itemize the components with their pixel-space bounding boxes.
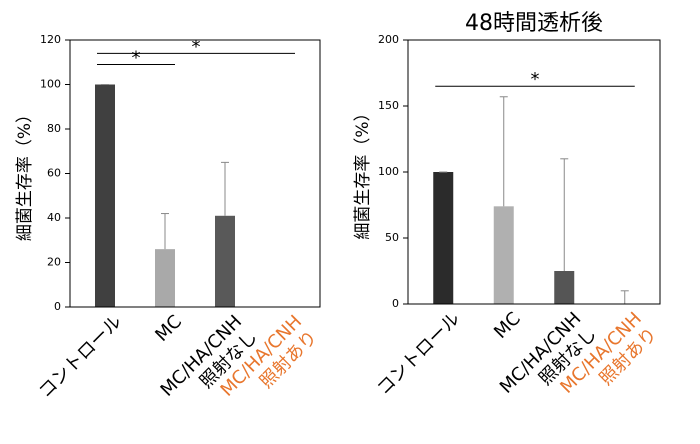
bar (493, 206, 514, 304)
y-axis-label: 細菌生存率（%） (353, 104, 373, 239)
x-tick-label: コントロール (35, 311, 126, 402)
bar (95, 84, 115, 307)
y-tick-label: 60 (47, 167, 61, 180)
y-tick-label: 0 (392, 297, 399, 310)
plot-frame (69, 39, 321, 308)
chart-title: 48時間透析後 (465, 11, 603, 36)
y-tick-label: 0 (54, 300, 61, 313)
significance-label: * (192, 36, 201, 57)
x-tick-label-line: MC (151, 311, 186, 346)
y-tick-label: 100 (378, 165, 399, 178)
significance-label: * (531, 69, 540, 90)
plot-frame (407, 39, 661, 305)
bar (155, 249, 175, 307)
x-tick-label-line: コントロール (373, 308, 464, 399)
y-tick-label: 120 (40, 33, 61, 46)
x-tick-label-line: コントロール (35, 311, 126, 402)
x-tick-label: MC (490, 308, 525, 343)
y-tick-label: 40 (47, 211, 61, 224)
x-tick-label: コントロール (373, 308, 464, 399)
bar (433, 172, 454, 304)
y-tick-label: 150 (378, 99, 399, 112)
significance-label: * (132, 47, 141, 68)
x-tick-label: MC (151, 311, 186, 346)
y-tick-label: 80 (47, 122, 61, 135)
x-tick-label-line: MC (490, 308, 525, 343)
y-tick-label: 200 (378, 33, 399, 46)
y-axis-label: 細菌生存率（%） (15, 106, 35, 241)
bar (554, 271, 575, 304)
bar (215, 215, 235, 307)
y-tick-label: 100 (40, 78, 61, 91)
y-tick-label: 50 (385, 231, 399, 244)
y-tick-label: 20 (47, 256, 61, 269)
